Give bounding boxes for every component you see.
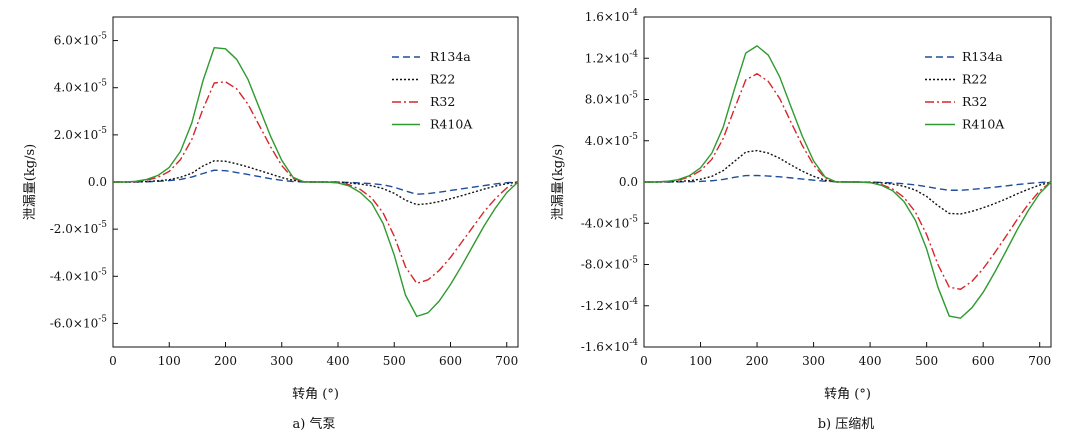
chart-panel-2: 0 100 200 300 400 500 600 700 1.6×10-4 1.2×10-4 8.… [550, 8, 1052, 432]
y-tick-label: 1.2×10-4 [585, 49, 638, 65]
y-tick-label: 6.0×10-5 [54, 32, 107, 48]
x-tick-label: 300 [270, 354, 293, 368]
x-tick-label: 0 [109, 354, 117, 368]
x-axis-title: 转角 (°) [292, 387, 339, 402]
x-tick-label: 700 [495, 354, 518, 368]
x-tick-label: 500 [383, 354, 406, 368]
legend-label: R134a [430, 49, 471, 64]
figure-caption: b) 压缩机 [818, 416, 875, 432]
x-axis-title: 转角 (°) [824, 387, 871, 402]
figure-caption: a) 气泵 [293, 416, 336, 432]
legend-label: R32 [430, 94, 455, 109]
y-tick-label: 1.6×10-4 [585, 8, 638, 24]
x-tick-label: 400 [859, 354, 882, 368]
legend-label: R32 [962, 94, 987, 109]
legend-label: R22 [430, 72, 455, 87]
legend: R134a R22 R32 R410A [392, 49, 473, 132]
y-tick-label: -8.0×10-5 [581, 256, 639, 272]
y-tick-label: 2.0×10-5 [54, 126, 107, 142]
x-tick-label: 600 [439, 354, 462, 368]
x-tick-label: 500 [915, 354, 938, 368]
x-tick-label: 400 [327, 354, 350, 368]
y-tick-label: -1.6×10-4 [581, 338, 639, 354]
y-tick-label: 0.0 [619, 175, 638, 189]
y-tick-label: 4.0×10-5 [585, 132, 638, 148]
y-axis-title: 泄漏量(kg/s) [550, 144, 566, 220]
x-tick-label: 200 [214, 354, 237, 368]
legend-label: R134a [962, 49, 1003, 64]
y-tick-label: 0.0 [88, 175, 107, 189]
y-axis-title: 泄漏量(kg/s) [22, 144, 38, 220]
y-tick-label: 4.0×10-5 [54, 79, 107, 95]
series-line-r410a [113, 46, 519, 318]
x-tick-label: 100 [158, 354, 181, 368]
y-tick-label: -2.0×10-5 [50, 220, 108, 236]
y-tick-label: -6.0×10-5 [50, 314, 108, 330]
legend: R134a R22 R32 R410A [925, 49, 1005, 132]
x-tick-label: 300 [802, 354, 825, 368]
y-tick-label: -4.0×10-5 [581, 214, 639, 230]
legend-label: R22 [962, 72, 987, 87]
x-tick-label: 600 [972, 354, 995, 368]
x-tick-label: 100 [689, 354, 712, 368]
legend-label: R410A [962, 117, 1005, 132]
x-tick-label: 0 [640, 354, 648, 368]
series-line-r410a [644, 45, 1052, 319]
y-tick-label: -1.2×10-4 [581, 297, 639, 313]
x-tick-label: 700 [1028, 354, 1051, 368]
legend-label: R410A [430, 117, 473, 132]
y-tick-label: -4.0×10-5 [50, 267, 108, 283]
chart-panel-1: 0 100 200 300 400 500 600 700 6.0×10-5 4.0×10-5 2.… [22, 16, 519, 432]
series-line-r22 [644, 149, 1052, 215]
y-tick-label: 8.0×10-5 [585, 91, 638, 107]
x-tick-label: 200 [746, 354, 769, 368]
